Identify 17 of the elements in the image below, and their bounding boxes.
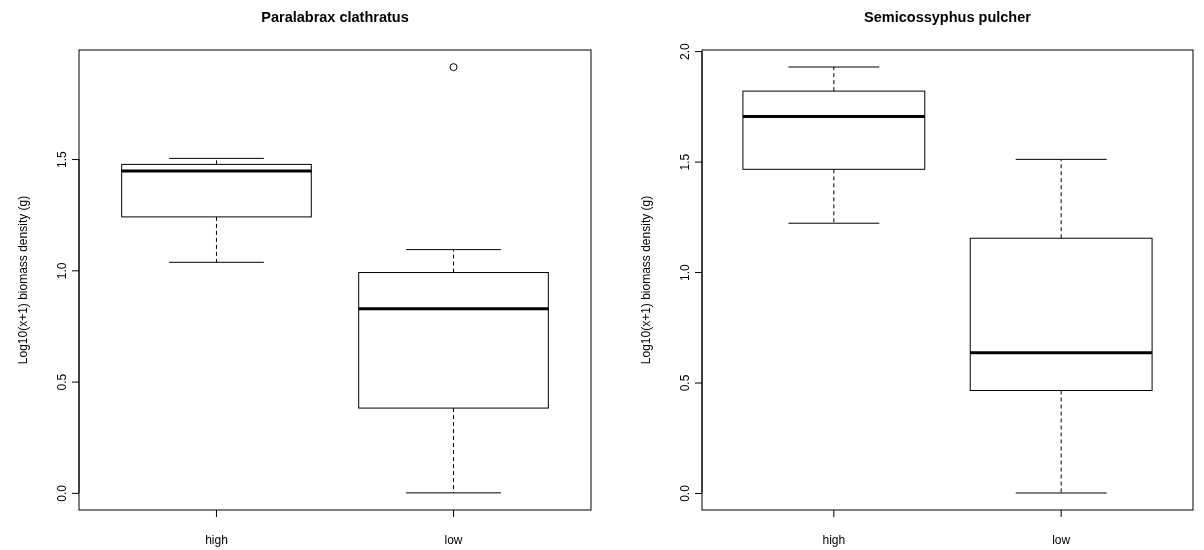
- y-tick-label: 1.5: [678, 153, 692, 171]
- x-tick-label: low: [1052, 533, 1071, 547]
- y-tick-label: 0.5: [55, 373, 69, 391]
- y-tick-label: 1.5: [55, 150, 69, 168]
- y-tick-label: 0.5: [678, 374, 692, 392]
- y-tick-label: 0.0: [678, 484, 692, 502]
- x-tick-label: high: [822, 533, 846, 547]
- x-tick-label: low: [444, 533, 463, 547]
- chart-title: Semicossyphus pulcher: [864, 9, 1032, 25]
- y-tick-label: 1.0: [678, 263, 692, 281]
- y-axis-title: Log10(x+1) biomass density (g): [639, 195, 653, 365]
- y-tick-label: 1.0: [55, 262, 69, 280]
- y-axis-title: Log10(x+1) biomass density (g): [16, 195, 30, 365]
- chart-title: Paralabrax clathratus: [261, 9, 409, 25]
- y-tick-label: 2.0: [678, 42, 692, 60]
- x-tick-label: high: [205, 533, 228, 547]
- y-tick-label: 0.0: [55, 484, 69, 502]
